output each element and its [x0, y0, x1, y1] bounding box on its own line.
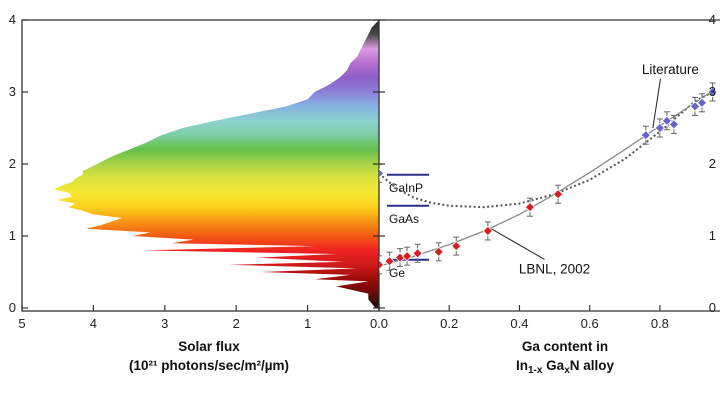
- right-x-tick-label: 0.6: [581, 316, 599, 331]
- solar-spectrum-area: [54, 20, 379, 308]
- material-label: GaAs: [389, 212, 419, 226]
- bowing-curve: [379, 91, 714, 209]
- annotation-leader: [652, 78, 661, 129]
- left-y-tick-label: 0: [9, 300, 16, 315]
- right-y-tick-label: 4: [709, 12, 716, 27]
- left-y-tick-label: 3: [9, 84, 16, 99]
- lbnl-point: [482, 225, 494, 237]
- right-y-tick-label: 1: [709, 228, 716, 243]
- material-label: Ge: [389, 266, 405, 280]
- lbnl-point: [552, 189, 564, 200]
- solar-spectrum-panel: 5 4 3 2 1 0.0 0 1 2 3 4 Solar flux (10²¹ photons/…: [9, 12, 388, 373]
- lbnl-point: [412, 248, 423, 259]
- left-x-tick-label: 2: [233, 316, 240, 331]
- solar-flux-units-label: (10²¹ photons/sec/m²/µm): [129, 358, 289, 373]
- annotation-label: Literature: [642, 62, 699, 77]
- left-x-tick-label: 4: [90, 316, 97, 331]
- lbnl-point: [451, 240, 462, 252]
- annotation-leader: [491, 228, 545, 260]
- left-x-tick-label: 1: [304, 316, 311, 331]
- solar-flux-axis-label: Solar flux: [178, 339, 240, 354]
- left-y-tick-label: 1: [9, 228, 16, 243]
- right-y-ticks: 0 1 2 3 4: [373, 12, 716, 315]
- literature-point: [379, 168, 385, 179]
- literature-point: [668, 119, 680, 130]
- ga-content-axis-label: Ga content in: [522, 339, 608, 354]
- right-x-tick-label: 0.4: [510, 316, 528, 331]
- left-y-ticks: 0 1 2 3 4: [9, 12, 28, 315]
- fit-curves: [379, 90, 714, 267]
- fit-curve: [379, 90, 713, 267]
- left-x-tick-label: 3: [161, 316, 168, 331]
- right-x-tick-label: 0.2: [440, 316, 458, 331]
- lbnl-point: [379, 259, 385, 270]
- alloy-axis-label: In1-x GaxN alloy: [516, 358, 615, 376]
- lbnl-point: [401, 250, 413, 262]
- literature-point: [661, 115, 673, 126]
- literature-point: [689, 101, 701, 112]
- left-x-tick-label: 5: [18, 316, 25, 331]
- left-y-tick-label: 4: [9, 12, 16, 27]
- right-y-tick-label: 0: [709, 300, 716, 315]
- lbnl-point: [433, 246, 444, 258]
- literature-point: [654, 122, 666, 134]
- material-label: GaInP: [389, 181, 423, 195]
- reference-lines: GaInP GaAs Ge: [387, 173, 429, 280]
- literature-point: [707, 86, 718, 98]
- right-x-tick-label: 0.8: [651, 316, 669, 331]
- right-y-tick-label: 2: [709, 156, 716, 171]
- lbnl-point: [384, 256, 395, 267]
- right-y-tick-label: 3: [709, 84, 716, 99]
- literature-point: [640, 130, 652, 141]
- left-y-tick-label: 2: [9, 156, 16, 171]
- annotations: Literature LBNL, 2002: [491, 62, 699, 276]
- left-x-ticks: 5 4 3 2 1 0.0: [18, 305, 388, 331]
- literature-point: [696, 97, 708, 108]
- lbnl-point: [524, 202, 536, 213]
- right-x-ticks: 0.2 0.4 0.6 0.8: [378, 305, 669, 331]
- left-x-tick-label: 0.0: [370, 316, 388, 331]
- data-points: [379, 82, 718, 275]
- annotation-label: LBNL, 2002: [519, 261, 590, 276]
